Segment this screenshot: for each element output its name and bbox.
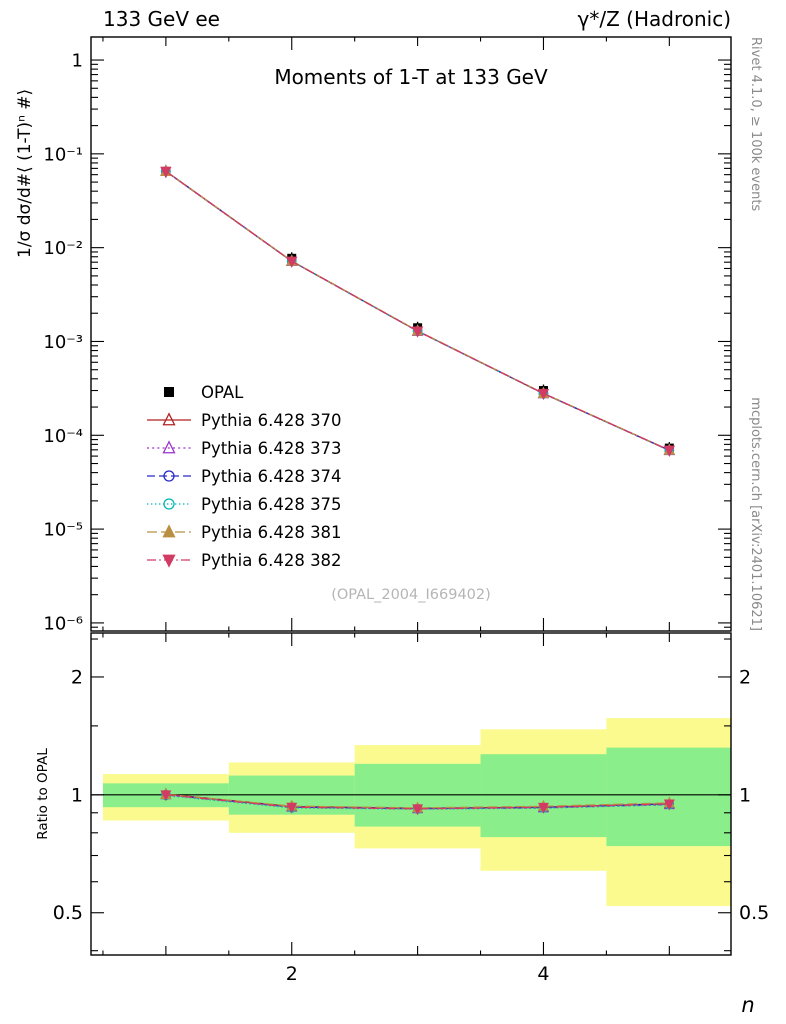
- data-marker: [163, 470, 175, 482]
- data-marker: [163, 498, 175, 510]
- data-marker: [286, 802, 298, 814]
- data-marker: [663, 445, 676, 457]
- x-tick-label: 2: [286, 963, 298, 985]
- x-tick-label: 4: [537, 963, 549, 985]
- data-marker: [162, 412, 176, 426]
- analysis-watermark: (OPAL_2004_I669402): [331, 587, 491, 603]
- legend-label: Pythia 6.428 381: [201, 523, 342, 542]
- legend-item: Pythia 6.428 382: [147, 551, 342, 570]
- mcplots-note: mcplots.cern.ch [arXiv:2401.10621]: [748, 397, 763, 631]
- legend-item: Pythia 6.428 374: [147, 467, 342, 486]
- ratio-series-pythia-6-428-382: [160, 790, 675, 816]
- legend: OPAL Pythia 6.428 370 Pythia 6.428 373 Pyth…: [147, 383, 342, 570]
- rivet-version-note: Rivet 4.1.0, ≥ 100k events: [748, 37, 763, 211]
- legend-item: Pythia 6.428 381: [147, 523, 342, 542]
- main-y-tick-label: 10⁻²: [43, 238, 83, 259]
- data-marker: [162, 440, 176, 454]
- series-line: [165, 170, 670, 451]
- data-marker: [411, 326, 424, 338]
- series-line: [165, 170, 670, 451]
- series-line: [165, 170, 670, 451]
- band-inner: [606, 747, 731, 847]
- plot-title: Moments of 1-T at 133 GeV: [274, 65, 548, 89]
- main-y-axis-ticks: [91, 59, 731, 628]
- ratio-panel: 2 2 1 1 0.5 0.5 2 4: [53, 632, 769, 985]
- legend-label: Pythia 6.428 374: [201, 467, 342, 486]
- main-y-tick-label: 10⁻¹: [43, 144, 83, 165]
- main-panel: 1 10⁻¹ 10⁻² 10⁻³ 10⁻⁴ 10⁻⁵ 10⁻⁶ OPAL Pythia 6.42…: [43, 36, 732, 634]
- legend-item: Pythia 6.428 375: [147, 495, 342, 514]
- ratio-frame: [90, 632, 732, 956]
- data-marker: [164, 387, 174, 397]
- ratio-series: [160, 787, 675, 816]
- main-y-tick-label: 10⁻⁶: [43, 613, 83, 634]
- main-series: [160, 164, 676, 457]
- main-y-tick-label: 10⁻⁵: [43, 520, 83, 541]
- series-opal: [161, 166, 674, 453]
- x-axis-ticks: [102, 633, 670, 955]
- band-inner: [480, 754, 607, 838]
- process-label: γ*/Z (Hadronic): [578, 7, 731, 31]
- data-marker: [538, 802, 549, 814]
- legend-item: OPAL: [164, 383, 244, 402]
- data-marker: [160, 166, 172, 179]
- ratio-y-tick-label: 0.5: [53, 902, 83, 924]
- data-marker: [537, 388, 550, 401]
- main-frame: [90, 36, 732, 632]
- series-line: [165, 171, 670, 452]
- legend-item: Pythia 6.428 370: [147, 411, 342, 430]
- ratio-y-tick-label: 2: [71, 666, 83, 688]
- legend-label: Pythia 6.428 370: [201, 411, 342, 430]
- main-y-tick-label: 10⁻³: [43, 332, 83, 353]
- legend-label: Pythia 6.428 382: [201, 551, 342, 570]
- ratio-y-tick-label-right: 2: [739, 666, 751, 688]
- series-line: [165, 170, 670, 451]
- y-axis-label: 1/σ dσ/d#⟨ (1-T)ⁿ #⟩: [15, 89, 35, 258]
- ratio-y-axis-ticks: [91, 638, 731, 952]
- legend-label: Pythia 6.428 375: [201, 495, 342, 514]
- series-line: [165, 170, 670, 452]
- legend-item: Pythia 6.428 373: [147, 439, 342, 458]
- ratio-y-tick-label-right: 0.5: [739, 902, 769, 924]
- x-axis-label: n: [741, 993, 754, 1017]
- beam-energy-label: 133 GeV ee: [103, 7, 220, 31]
- data-marker: [412, 804, 424, 816]
- series-pythia-6-428-382: [160, 166, 676, 457]
- legend-label: OPAL: [201, 383, 244, 402]
- data-marker: [162, 524, 176, 538]
- x-axis-ticks: [102, 37, 670, 631]
- ratio-axis-label: Ratio to OPAL: [35, 748, 51, 840]
- uncertainty-bands: [102, 718, 731, 907]
- data-marker: [663, 799, 675, 811]
- data-marker: [162, 554, 176, 568]
- legend-label: Pythia 6.428 373: [201, 439, 342, 458]
- data-marker: [286, 256, 298, 268]
- data-marker: [160, 790, 172, 802]
- main-y-tick-label: 1: [72, 51, 83, 72]
- ratio-y-tick-label: 1: [71, 784, 83, 806]
- main-y-tick-label: 10⁻⁴: [43, 426, 83, 447]
- ratio-y-tick-label-right: 1: [739, 784, 751, 806]
